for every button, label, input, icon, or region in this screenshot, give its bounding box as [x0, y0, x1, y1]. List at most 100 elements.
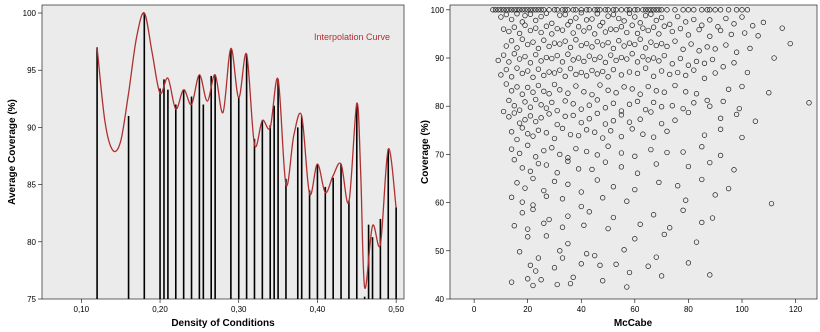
scatter-point — [578, 203, 584, 210]
scatter-point — [500, 108, 507, 115]
scatter-point — [586, 102, 592, 108]
scatter-point — [495, 57, 501, 64]
scatter-point — [650, 99, 657, 106]
scatter-point — [530, 74, 536, 80]
scatter-point — [538, 58, 544, 64]
x-tick-label-right: 0 — [472, 305, 477, 314]
scatter-point — [744, 7, 751, 13]
scatter-point — [768, 200, 775, 207]
scatter-point — [787, 40, 793, 47]
scatter-point — [506, 59, 512, 65]
scatter-point — [538, 115, 544, 121]
scatter-point — [541, 220, 547, 226]
scatter-point — [624, 29, 630, 36]
scatter-point — [658, 273, 665, 279]
scatter-point — [527, 113, 534, 119]
scatter-point — [525, 142, 531, 148]
scatter-point — [605, 225, 611, 232]
scatter-point — [583, 7, 590, 13]
scatter-point — [634, 7, 641, 13]
y-axis-label-left: Average Coverage (%) — [7, 99, 18, 205]
scatter-point — [535, 7, 542, 13]
scatter-point — [586, 7, 592, 13]
scatter-point — [712, 70, 718, 76]
scatter-point — [522, 53, 528, 60]
coverage-bar — [340, 164, 342, 299]
scatter-point — [626, 119, 633, 125]
scatter-point — [731, 167, 737, 173]
scatter-point — [704, 44, 710, 50]
scatter-point — [624, 7, 630, 13]
scatter-point — [701, 75, 708, 81]
scatter-point — [725, 7, 732, 13]
scatter-point — [565, 7, 571, 13]
scatter-point — [578, 42, 584, 49]
scatter-point — [557, 151, 563, 158]
scatter-point — [578, 261, 584, 267]
scatter-point — [559, 196, 566, 202]
coverage-bar — [182, 89, 185, 300]
scatter-point — [511, 7, 517, 13]
scatter-point — [594, 110, 600, 117]
coverage-bar — [269, 125, 272, 299]
scatter-point — [554, 170, 560, 176]
scatter-point — [589, 67, 595, 74]
scatter-point — [594, 97, 600, 103]
x-tick-label-left: 0,30 — [231, 305, 247, 314]
scatter-point — [575, 132, 582, 139]
scatter-point — [551, 178, 558, 185]
scatter-point — [530, 89, 536, 95]
coverage-bar — [395, 207, 397, 299]
scatter-point — [514, 11, 520, 17]
coverage-bar — [245, 54, 248, 300]
scatter-point — [514, 84, 520, 90]
scatter-point — [573, 37, 579, 43]
scatter-point — [565, 155, 571, 161]
scatter-point — [661, 52, 667, 59]
scatter-point — [602, 59, 609, 66]
y-tick-label-left: 85 — [27, 181, 36, 190]
scatter-point — [610, 118, 617, 124]
coverage-bar — [210, 75, 212, 299]
scatter-point — [578, 10, 584, 16]
scatter-point — [519, 199, 525, 205]
scatter-point — [618, 24, 625, 30]
scatter-point — [650, 212, 657, 218]
scatter-point — [640, 7, 646, 13]
scatter-point — [554, 107, 560, 114]
scatter-point — [602, 105, 609, 111]
y-tick-label-right: 50 — [435, 247, 444, 256]
scatter-point — [583, 40, 590, 47]
scatter-point — [696, 26, 702, 33]
scatter-point — [600, 68, 606, 75]
scatter-point — [691, 100, 697, 106]
scatter-point — [581, 222, 587, 228]
scatter-point — [538, 277, 544, 283]
scatter-point — [656, 58, 662, 64]
scatter-point — [592, 129, 598, 135]
scatter-point — [707, 272, 713, 278]
scatter-point — [586, 25, 592, 31]
scatter-point — [522, 185, 528, 191]
scatter-point — [677, 55, 684, 62]
scatter-point — [645, 57, 651, 63]
scatter-point — [565, 51, 571, 57]
scatter-point — [669, 28, 675, 35]
scatter-point — [610, 100, 617, 106]
scatter-point — [508, 129, 515, 135]
scatter-point — [525, 226, 531, 232]
scatter-point — [573, 83, 579, 89]
scatter-point — [597, 7, 603, 13]
coverage-bar — [355, 103, 358, 300]
x-tick-label-left: 0,20 — [152, 305, 168, 314]
scatter-point — [637, 221, 643, 227]
scatter-point — [771, 55, 777, 61]
scatter-point — [600, 19, 606, 26]
scatter-point — [642, 65, 649, 71]
scatter-point — [648, 11, 654, 17]
scatter-point — [567, 18, 574, 25]
scatter-point — [594, 177, 600, 183]
scatter-point — [645, 83, 651, 90]
scatter-point — [669, 61, 675, 67]
scatter-point — [632, 153, 638, 159]
